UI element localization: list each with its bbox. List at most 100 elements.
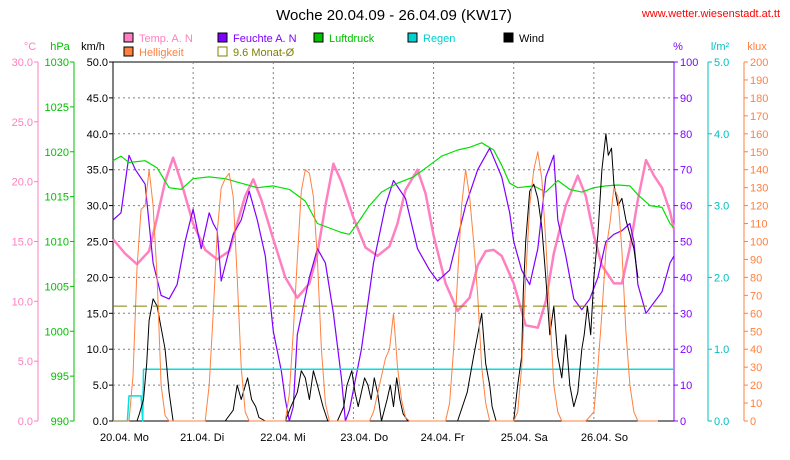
axis-tick-label-lux: 170 [750,111,768,123]
axis-tick-label-wind: 50.0 [87,57,108,69]
axis-tick-label-wind: 10.0 [87,344,108,356]
axis-unit-temp: °C [24,41,36,53]
axis-tick-label-hum: 30 [680,308,692,320]
legend-label: Temp. A. N [139,33,193,45]
axis-tick-label-rain: 4.0 [714,129,729,141]
axis-tick-label-wind: 40.0 [87,129,108,141]
axes: °C0.05.010.015.020.025.030.0hPa990995100… [12,41,769,444]
axis-tick-label-lux: 190 [750,75,768,87]
axis-tick-label-press: 1025 [45,102,69,114]
axis-tick-label-wind: 30.0 [87,201,108,213]
axis-tick-label-lux: 40 [750,344,762,356]
axis-tick-label-wind: 45.0 [87,93,108,105]
legend-label: Regen [423,33,455,45]
axis-tick-label-wind: 25.0 [87,237,108,249]
axis-tick-label-rain: 5.0 [714,57,729,69]
axis-tick-label-temp: 0.0 [18,416,33,428]
legend-label: 9.6 Monat-Ø [233,47,295,59]
axis-tick-label-hum: 20 [680,344,692,356]
axis-tick-label-lux: 100 [750,237,768,249]
axis-tick-label-lux: 150 [750,147,768,159]
axis-tick-label-lux: 30 [750,362,762,374]
legend-swatch [313,32,324,43]
legend-swatch [503,32,514,43]
axis-tick-label-temp: 15.0 [12,237,33,249]
x-tick-label: 22.04. Mi [260,432,305,444]
axis-tick-label-lux: 180 [750,93,768,105]
axis-tick-label-lux: 10 [750,398,762,410]
legend-label: Feuchte A. N [233,33,297,45]
axis-tick-label-lux: 70 [750,290,762,302]
axis-tick-label-lux: 0 [750,416,756,428]
legend-label: Helligkeit [139,47,184,59]
axis-tick-label-lux: 60 [750,308,762,320]
x-tick-label: 24.04. Fr [421,432,465,444]
axis-tick-label-lux: 160 [750,129,768,141]
x-tick-label: 25.04. Sa [501,432,549,444]
chart-title: Woche 20.04.09 - 26.04.09 (KW17) [276,7,512,24]
axis-tick-label-temp: 20.0 [12,177,33,189]
x-tick-label: 21.04. Di [180,432,224,444]
series-feuchte-a-n [112,147,675,422]
legend-swatch [217,46,228,57]
series-helligkeit [113,151,658,422]
legend-label: Luftdruck [329,33,375,45]
axis-tick-label-hum: 40 [680,272,692,284]
plot-area [112,133,676,422]
axis-tick-label-hum: 10 [680,380,692,392]
axis-tick-label-press: 1015 [45,192,69,204]
axis-tick-label-lux: 130 [750,183,768,195]
axis-tick-label-hum: 0 [680,416,686,428]
axis-tick-label-rain: 0.0 [714,416,729,428]
axis-tick-label-hum: 90 [680,93,692,105]
axis-tick-label-rain: 3.0 [714,201,729,213]
axis-tick-label-lux: 140 [750,165,768,177]
axis-unit-hum: % [673,41,683,53]
legend-label: Wind [519,33,544,45]
axis-tick-label-wind: 20.0 [87,272,108,284]
axis-tick-label-lux: 20 [750,380,762,392]
axis-tick-label-lux: 120 [750,201,768,213]
axis-unit-lux: klux [747,41,767,53]
axis-tick-label-lux: 80 [750,272,762,284]
axis-tick-label-lux: 50 [750,326,762,338]
axis-tick-label-lux: 200 [750,57,768,69]
legend: Temp. A. N Feuchte A. N Luftdruck Regen Wind… [123,32,544,59]
x-tick-label: 23.04. Do [340,432,388,444]
axis-unit-wind: km/h [81,41,105,53]
legend-swatch [407,32,418,43]
series-luftdruck [112,142,675,235]
axis-tick-label-hum: 70 [680,165,692,177]
axis-tick-label-temp: 5.0 [18,356,33,368]
legend-swatch [123,46,134,57]
x-tick-label: 20.04. Mo [100,432,149,444]
series-wind [113,133,639,422]
axis-tick-label-wind: 35.0 [87,165,108,177]
axis-tick-label-wind: 5.0 [93,380,108,392]
axis-tick-label-lux: 90 [750,254,762,266]
axis-tick-label-rain: 2.0 [714,272,729,284]
axis-unit-rain: l/m² [711,41,730,53]
legend-swatch [217,32,228,43]
axis-tick-label-press: 1020 [45,147,69,159]
axis-unit-press: hPa [50,41,70,53]
axis-tick-label-wind: 15.0 [87,308,108,320]
axis-tick-label-press: 1030 [45,57,69,69]
legend-swatch [123,32,134,43]
axis-tick-label-hum: 60 [680,201,692,213]
axis-tick-label-press: 1010 [45,237,69,249]
axis-tick-label-hum: 100 [680,57,698,69]
axis-tick-label-temp: 30.0 [12,57,33,69]
axis-tick-label-press: 995 [51,371,69,383]
axis-tick-label-press: 1005 [45,281,69,293]
axis-tick-label-temp: 25.0 [12,117,33,129]
source-url[interactable]: www.wetter.wiesenstadt.at.tt [641,8,780,20]
axis-tick-label-hum: 50 [680,237,692,249]
x-tick-label: 26.04. So [581,432,628,444]
axis-tick-label-temp: 10.0 [12,296,33,308]
axis-tick-label-rain: 1.0 [714,344,729,356]
axis-tick-label-hum: 80 [680,129,692,141]
axis-tick-label-wind: 0.0 [93,416,108,428]
axis-tick-label-press: 1000 [45,326,69,338]
